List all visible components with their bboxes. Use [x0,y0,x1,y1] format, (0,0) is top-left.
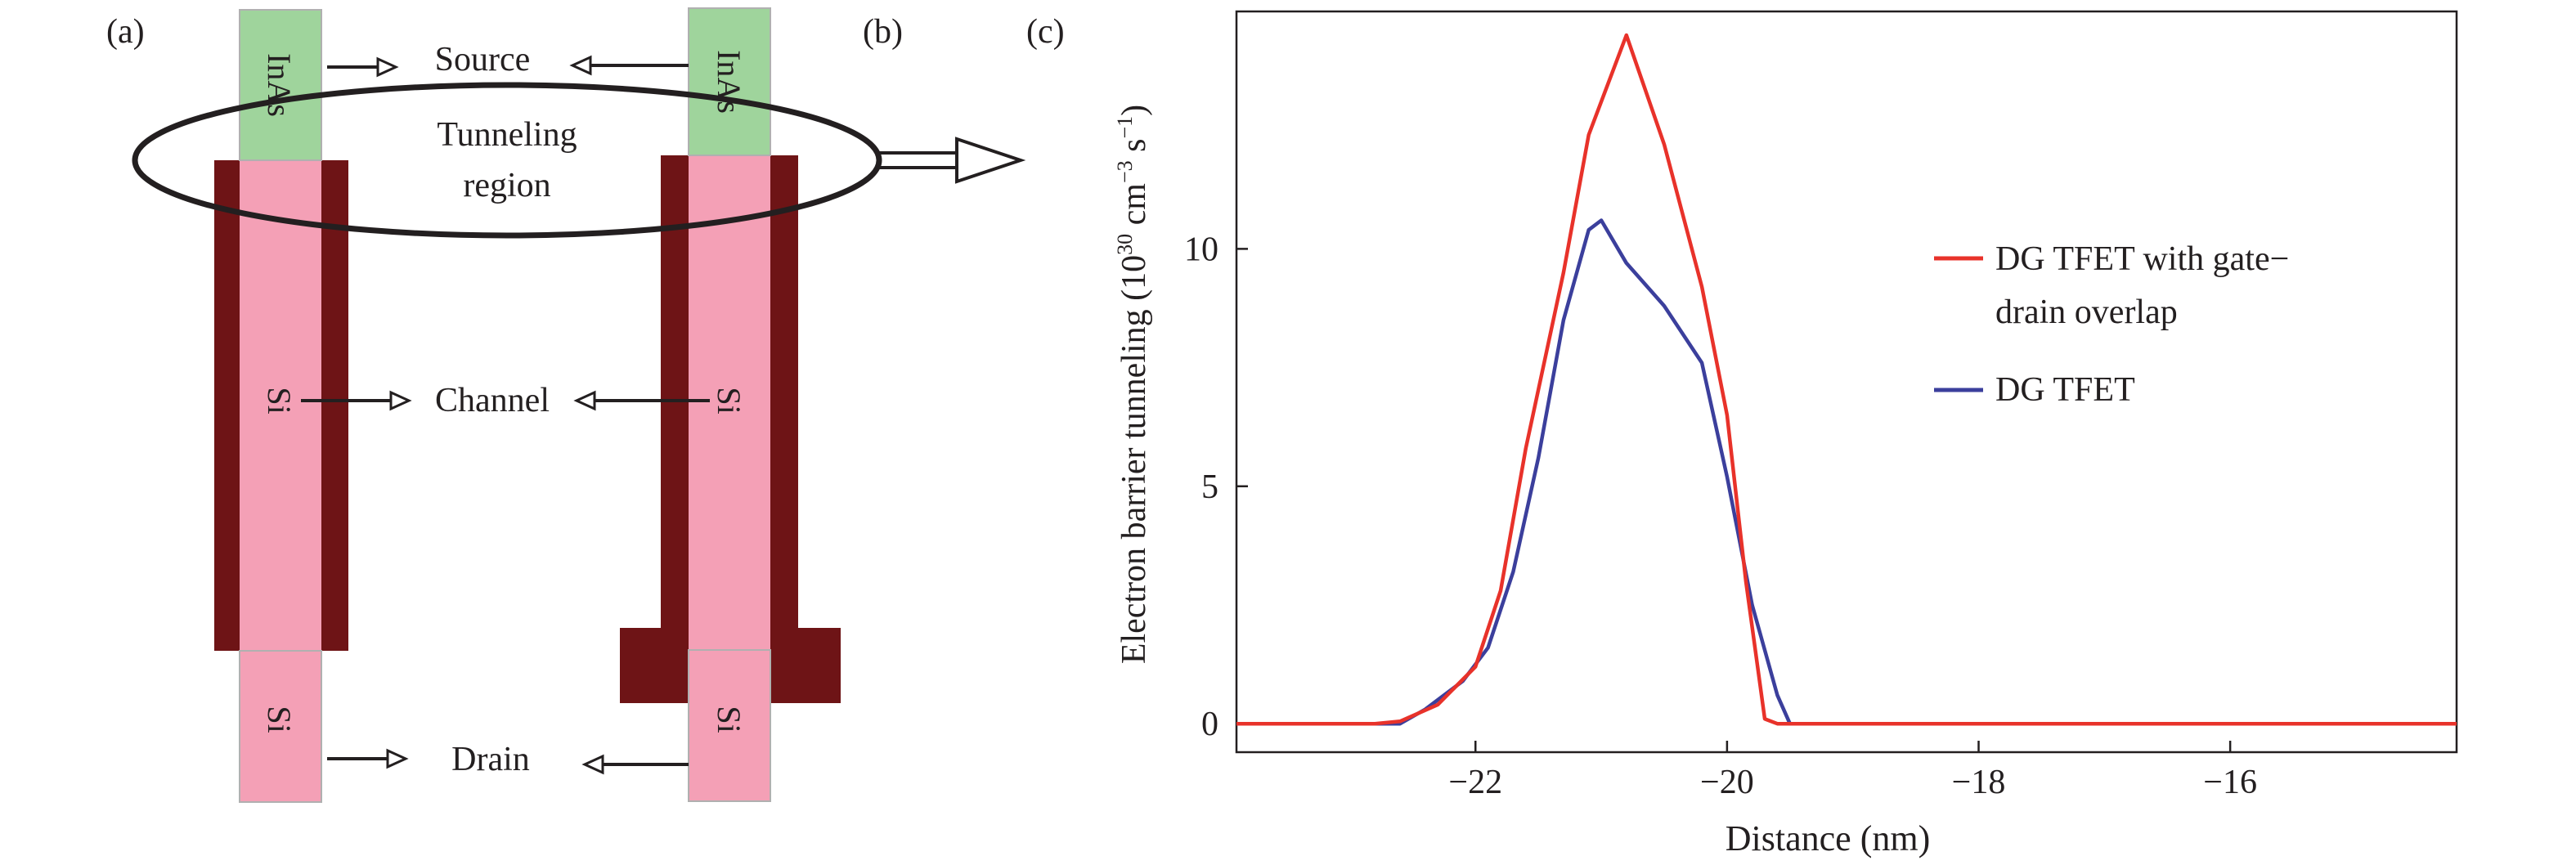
series-line-dg-tfet [1236,218,2457,726]
gate-left-b [661,155,689,630]
inas-source-b [688,7,771,156]
si-drain-label-a: Si [261,706,298,733]
gate-right-b [770,155,798,630]
legend: DG TFET with gate− drain overlap DG TFET [1934,240,2289,409]
source-label: Source [435,41,531,78]
x-axis-label: Distance (nm) [1726,818,1930,858]
drain-arrow-a [327,748,409,769]
x-tick-label: −22 [1448,764,1502,801]
drain-arrow-b [581,754,689,775]
legend-label-overlap-line2: drain overlap [1995,294,2178,331]
si-channel-b [689,155,770,650]
si-channel-label-a: Si [261,387,298,414]
y-axis-label: Electron barrier tunneling (1030 cm−3 s−… [1113,105,1153,664]
y-tick-label: 10 [1184,231,1218,268]
legend-label-overlap-line1: DG TFET with gate− [1995,240,2289,278]
tunneling-label-line1: Tunneling [437,116,577,154]
y-tick-label: 0 [1201,706,1218,743]
gate-right-a [321,160,348,651]
channel-arrow-b [573,390,710,411]
y-axis-ticks: 0 5 10 [1184,231,1248,743]
tunneling-arrow [879,137,1026,184]
y-tick-label: 5 [1201,468,1218,506]
x-tick-label: −20 [1700,764,1754,801]
device-a: InAs Si Si [214,9,348,803]
x-tick-label: −18 [1952,764,2006,801]
si-drain-b [688,649,771,802]
channel-label: Channel [435,382,550,419]
inas-source-a [239,9,322,161]
tunneling-label-line2: region [463,167,550,204]
series-line-dg-tfet-overlap [1236,33,2457,726]
drain-label: Drain [451,741,530,778]
plot-frame [1235,10,2458,754]
panel-label-b: (b) [863,13,903,51]
si-channel-a [240,160,321,651]
x-axis-ticks: −22 −20 −18 −16 [1448,741,2257,801]
si-drain-label-b: Si [711,706,747,733]
gate-left-a [214,160,240,651]
source-arrow-b [569,55,689,76]
panel-label-c: (c) [1026,13,1065,51]
chart-series [1236,33,2457,726]
x-tick-label: −16 [2203,764,2257,801]
inas-label-a: InAs [261,53,298,117]
tunneling-region-ellipse [132,82,882,239]
legend-label-dgtfet: DG TFET [1995,371,2135,409]
si-drain-a [239,650,322,803]
channel-arrow-a [301,390,412,411]
source-arrow-a [327,56,399,78]
tunneling-chart: −22 −20 −18 −16 0 5 10 Distance (nm) Electron… [1113,10,2458,858]
panel-label-a: (a) [106,13,145,51]
si-channel-label-b: Si [711,387,747,414]
device-b: InAs Si Si [620,7,841,802]
